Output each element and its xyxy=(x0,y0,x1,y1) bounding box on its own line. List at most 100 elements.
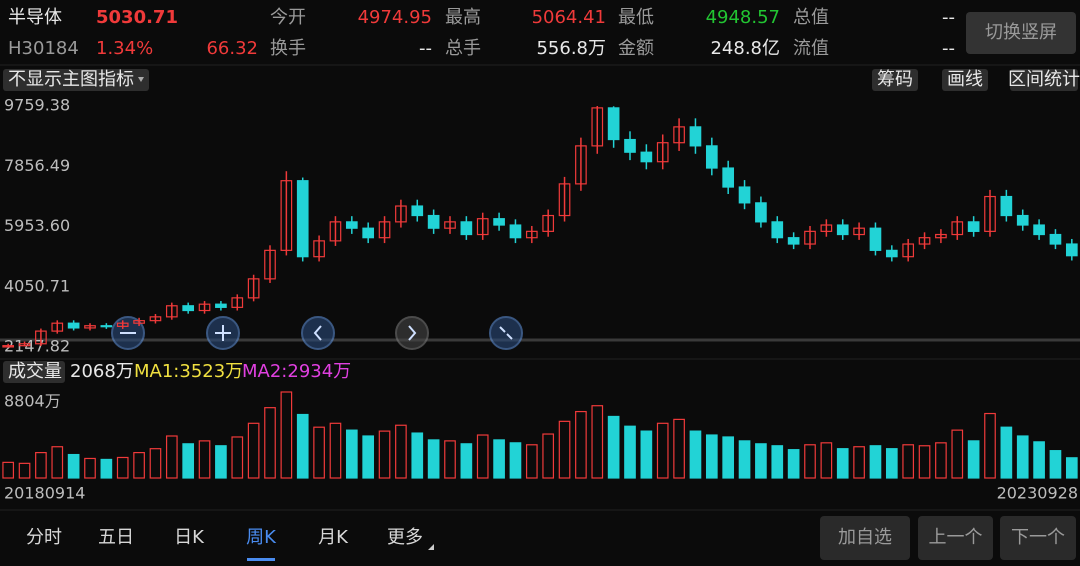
candle-body xyxy=(362,227,375,239)
volume-bar xyxy=(67,453,80,479)
candle-body xyxy=(902,243,915,258)
tab[interactable]: 日K xyxy=(174,527,205,548)
volume-label: 成交量 xyxy=(8,361,62,382)
candle-body xyxy=(853,227,865,236)
move-right[interactable] xyxy=(395,316,429,350)
toolbar-button[interactable] xyxy=(872,69,918,91)
volume-bar xyxy=(542,433,555,479)
move-left[interactable] xyxy=(301,316,335,350)
x-tick-label: 20230928 xyxy=(997,484,1078,503)
volume-bar xyxy=(820,442,833,479)
candle-body xyxy=(575,145,587,185)
field-value: 5064.41 xyxy=(532,7,606,28)
field-label: 最高 xyxy=(445,7,481,28)
candle-body xyxy=(476,218,489,236)
field-value: -- xyxy=(942,7,955,28)
volume-bar xyxy=(51,446,64,479)
tab-indicator xyxy=(247,558,275,561)
volume-bar xyxy=(902,444,915,479)
candle-body xyxy=(329,221,342,242)
candle-body xyxy=(935,233,947,239)
y-tick-label: 4050.71 xyxy=(4,276,70,295)
candle-body xyxy=(427,214,440,229)
field-label: 金额 xyxy=(618,38,654,59)
toolbar-button[interactable] xyxy=(1010,69,1078,91)
volume-bar xyxy=(84,457,96,479)
reset-zoom[interactable] xyxy=(489,316,523,350)
candle-body xyxy=(787,237,800,245)
volume-bar xyxy=(951,429,964,479)
candle-body xyxy=(149,316,162,322)
toolbar-button-label: 区间统计 xyxy=(1008,69,1080,90)
volume-bar xyxy=(444,440,456,479)
candle-body xyxy=(591,107,604,147)
candle-body xyxy=(967,221,980,232)
toolbar-button-label: 画线 xyxy=(947,69,983,90)
volume-select[interactable] xyxy=(3,361,65,383)
field-value: 248.8亿 xyxy=(710,38,780,59)
candle-body xyxy=(345,221,358,229)
candle-body xyxy=(1016,214,1029,226)
volume-bar xyxy=(673,418,685,479)
volume-bar xyxy=(689,430,702,479)
volume-bar xyxy=(329,422,342,479)
field-value: 4974.95 xyxy=(358,7,432,28)
volume-bar xyxy=(493,439,505,479)
volume-bar xyxy=(1065,457,1078,479)
volume-bar xyxy=(116,456,129,479)
candle-body xyxy=(67,322,80,329)
tab[interactable]: 五日 xyxy=(98,527,134,548)
toolbar-button[interactable] xyxy=(942,69,988,91)
indicator-select-label: 不显示主图指标 xyxy=(8,69,134,90)
candle-body xyxy=(84,325,96,329)
candle-body xyxy=(133,320,145,324)
nav-icons xyxy=(120,325,513,341)
volume-bar xyxy=(509,442,522,479)
candle-body xyxy=(395,205,407,223)
stock-code: H30184 xyxy=(8,38,79,59)
volume-bar xyxy=(362,435,375,479)
volume-bar xyxy=(476,434,489,479)
orientation-button[interactable] xyxy=(966,12,1076,54)
volume-bar xyxy=(296,413,309,479)
volume-bar xyxy=(885,448,898,479)
candle-body xyxy=(378,221,391,239)
field-label: 总手 xyxy=(445,38,481,59)
volume-bar xyxy=(755,443,767,479)
candle-body xyxy=(542,214,555,232)
candle-body xyxy=(918,237,931,245)
candle-body xyxy=(885,249,898,258)
volume-bar xyxy=(656,422,669,479)
candle-body xyxy=(820,224,833,232)
volume-bar xyxy=(705,434,718,479)
volume-bar xyxy=(967,440,980,479)
candle-body xyxy=(231,297,244,308)
field-label: 换手 xyxy=(270,38,306,59)
action-button[interactable] xyxy=(1000,516,1076,560)
candle-body xyxy=(640,151,653,163)
candle-body xyxy=(460,221,473,236)
action-button[interactable] xyxy=(820,516,910,560)
candle-body xyxy=(1049,233,1062,245)
candle-body xyxy=(509,224,522,239)
tab[interactable]: 月K xyxy=(318,527,349,548)
tab[interactable]: 更多 xyxy=(387,527,423,548)
volume-bar xyxy=(345,429,358,479)
candle-body xyxy=(280,180,293,251)
volume-bar xyxy=(804,444,816,479)
tab[interactable]: 周K xyxy=(246,527,277,548)
y-tick-label: 9759.38 xyxy=(4,96,70,115)
y-tick-label: 5953.60 xyxy=(4,216,70,235)
volume-bar xyxy=(918,445,931,479)
tab[interactable]: 分时 xyxy=(26,527,62,548)
indicator-select[interactable] xyxy=(3,69,149,91)
action-button[interactable] xyxy=(918,516,993,560)
volume-bar xyxy=(787,449,800,479)
volume-bar xyxy=(378,430,391,479)
volume-bar xyxy=(1049,450,1062,479)
change: 66.32 xyxy=(206,38,258,59)
volume-bar xyxy=(575,410,587,479)
field-label: 最低 xyxy=(618,7,654,28)
candle-body xyxy=(755,202,767,223)
